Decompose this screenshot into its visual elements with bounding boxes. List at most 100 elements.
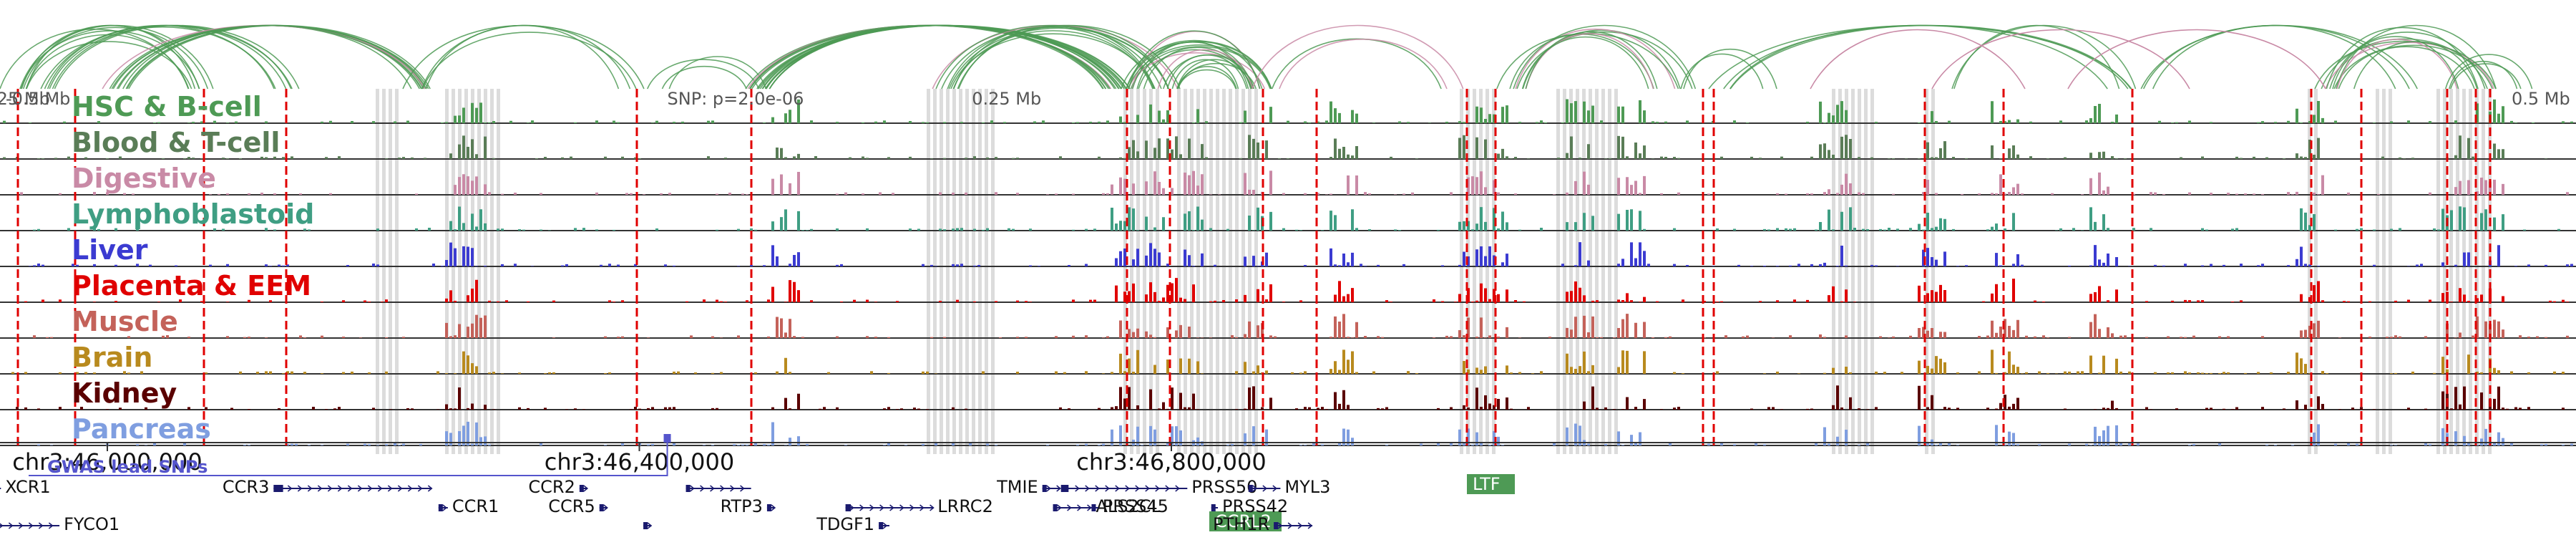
highlight-band	[1254, 89, 1258, 454]
highlight-band	[2469, 89, 2472, 454]
highlight-band	[927, 89, 930, 454]
gene-strand-arrow	[899, 504, 904, 511]
gene-strand-arrow	[287, 485, 293, 492]
highlight-band	[1248, 89, 1252, 454]
signal-liver	[29, 242, 2573, 266]
highlight-band	[2376, 89, 2379, 454]
gene-label: PRSS42	[1222, 496, 1288, 516]
interaction-arc	[2332, 36, 2459, 90]
interaction-arc	[646, 59, 760, 90]
highlight-band	[1196, 89, 1200, 454]
highlight-band	[2462, 89, 2466, 454]
highlight-band	[991, 89, 995, 454]
gene-strand-arrow	[889, 504, 894, 511]
signal-placenta-eem	[24, 278, 2569, 302]
highlight-band	[1563, 89, 1566, 454]
highlight-band	[978, 89, 982, 454]
highlight-band	[2449, 89, 2453, 454]
highlight-band	[1222, 89, 1226, 454]
gene-strand-arrow	[367, 485, 373, 492]
gene-exon	[438, 504, 443, 511]
gene-strand-arrow	[882, 522, 888, 529]
interaction-arc	[759, 24, 1117, 90]
gene-strand-arrow	[710, 485, 715, 492]
gene-exon	[686, 485, 691, 492]
gene-strand-arrow	[1085, 485, 1090, 492]
coordinate-axis: chr3:46,000,000 chr3:46,400,000 chr3:46,80…	[0, 434, 2576, 477]
highlight-band	[2482, 89, 2485, 454]
interaction-arc	[128, 24, 431, 90]
gene-strand-arrow	[1057, 504, 1062, 511]
gene-strand-arrow	[1115, 485, 1120, 492]
gene-strand-arrow	[1125, 485, 1130, 492]
gene-strand-arrow	[1087, 504, 1092, 511]
interaction-arc	[749, 24, 1111, 90]
gene-label: RTP3	[721, 496, 763, 516]
interaction-arc	[2336, 39, 2458, 90]
highlight-band	[1569, 89, 1573, 454]
highlight-band	[1851, 89, 1855, 454]
highlight-band	[985, 89, 988, 454]
gene-strand-arrow	[28, 522, 34, 529]
highlight-band	[497, 89, 500, 454]
highlight-band	[1177, 89, 1181, 454]
gene-strand-arrow	[387, 485, 393, 492]
gene-label: ALS2CL	[1096, 496, 1161, 516]
highlight-band	[1608, 89, 1611, 454]
gene-strand-arrow	[377, 485, 383, 492]
highlight-band	[1601, 89, 1605, 454]
interaction-arc	[2449, 60, 2518, 90]
interaction-arc	[421, 24, 631, 90]
highlight-band	[1589, 89, 1592, 454]
interaction-arc	[52, 24, 292, 90]
axis-tick-label: chr3:46,000,000	[12, 448, 202, 476]
gene-strand-arrow	[1135, 485, 1140, 492]
highlight-band	[965, 89, 969, 454]
highlight-band	[1576, 89, 1579, 454]
highlight-band	[382, 89, 386, 454]
highlight-band	[1203, 89, 1206, 454]
interaction-arc	[1176, 59, 1252, 90]
gene-label: CCR1	[452, 496, 499, 516]
gene-strand-arrow	[18, 522, 24, 529]
gene-strand-arrow	[740, 485, 745, 492]
highlight-band	[1556, 89, 1560, 454]
distance-label: -0.5 Mb	[6, 89, 70, 109]
gene-exon	[1248, 485, 1253, 492]
gene-strand-arrow	[1175, 485, 1180, 492]
interaction-arc	[765, 24, 1119, 90]
gene-label: LRRC2	[937, 496, 993, 516]
highlight-band	[389, 89, 392, 454]
highlight-band	[2389, 89, 2392, 454]
gene-exon	[1042, 485, 1047, 492]
highlight-band	[1582, 89, 1586, 454]
gene-label-box	[1209, 511, 1282, 531]
interaction-arc	[2444, 54, 2533, 90]
highlight-band	[477, 89, 481, 454]
highlight-band	[2308, 89, 2311, 454]
interaction-arc	[2325, 42, 2494, 90]
highlight-band	[2456, 89, 2459, 454]
highlight-band	[1136, 89, 1140, 454]
interaction-arc	[1953, 24, 2120, 90]
highlight-band	[1870, 89, 1874, 454]
highlight-band	[1123, 89, 1127, 454]
gene-strand-arrow	[1297, 522, 1303, 529]
highlight-band	[376, 89, 379, 454]
track-labels: HSC & B-cell Blood & T-cell Digestive Lymph…	[72, 91, 314, 445]
interaction-arc	[112, 24, 420, 90]
gene-strand-arrow	[919, 504, 924, 511]
track-label: Liver	[72, 234, 148, 266]
gene-strand-arrow	[357, 485, 363, 492]
interaction-arc	[1810, 29, 2026, 90]
highlight-bands	[376, 89, 2492, 454]
gene-label: MYL3	[1284, 477, 1330, 497]
gene-strand-arrow	[337, 485, 343, 492]
gene-strand-arrow	[647, 522, 653, 529]
gene-annotations: LZTFL1XCR1CXCR6FYCO1CCR3CCR1CCR2CCR5CCRL…	[0, 474, 1515, 534]
gwas-lead-snps-label: GWAS lead SNPs	[47, 457, 208, 477]
gene-strand-arrow	[327, 485, 333, 492]
gene-exon	[1211, 504, 1216, 511]
highlight-band	[1485, 89, 1489, 454]
